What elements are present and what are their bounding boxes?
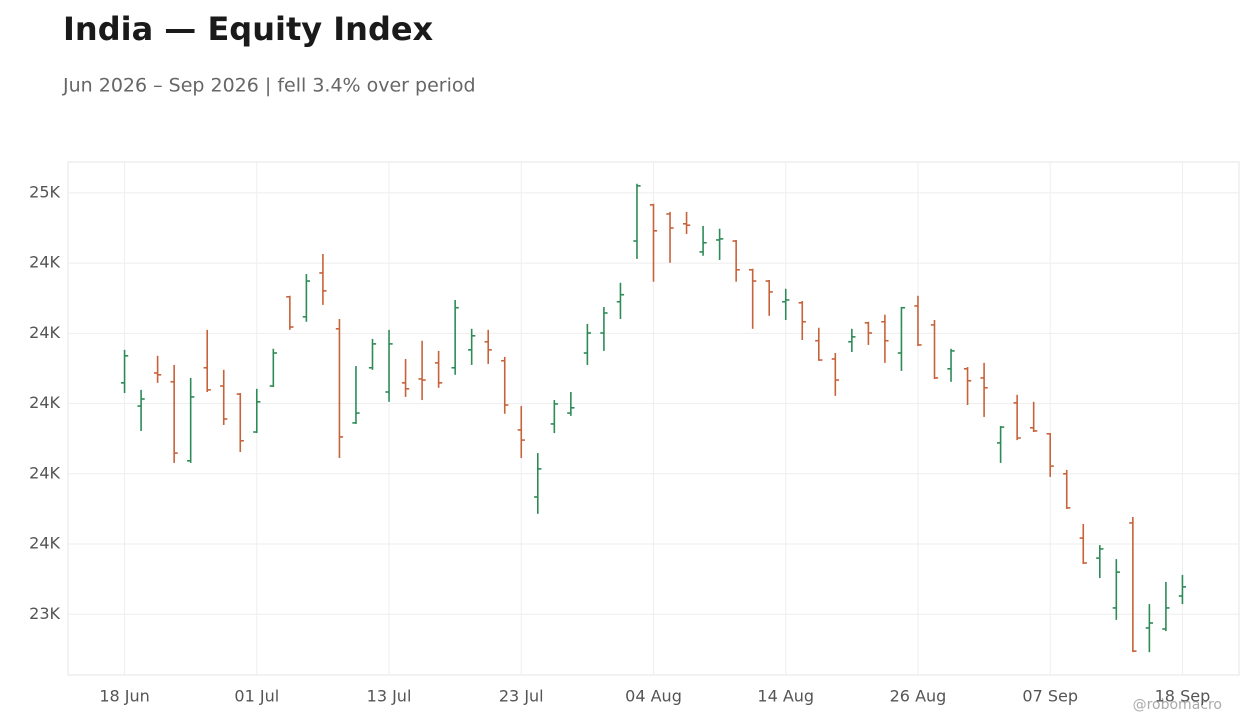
x-tick-label: 26 Aug <box>890 687 947 706</box>
y-tick-label: 23K <box>29 604 60 623</box>
y-tick-label: 24K <box>29 463 60 482</box>
y-tick-label: 24K <box>29 253 60 272</box>
chart-subtitle: Jun 2026 – Sep 2026 | fell 3.4% over per… <box>62 75 476 97</box>
x-tick-label: 14 Aug <box>757 687 814 706</box>
x-tick-label: 18 Jun <box>99 687 149 706</box>
y-tick-label: 24K <box>29 393 60 412</box>
x-tick-label: 13 Jul <box>367 687 412 706</box>
watermark: @robomacro <box>1133 697 1222 713</box>
x-tick-label: 07 Sep <box>1022 687 1078 706</box>
x-tick-label: 04 Aug <box>625 687 682 706</box>
y-tick-label: 24K <box>29 323 60 342</box>
x-tick-label: 23 Jul <box>499 687 544 706</box>
chart-title: India — Equity Index <box>63 10 434 48</box>
x-tick-label: 01 Jul <box>234 687 279 706</box>
y-tick-label: 24K <box>29 534 60 553</box>
y-tick-label: 25K <box>29 182 60 201</box>
x-tick-label: 18 Sep <box>1155 687 1211 706</box>
